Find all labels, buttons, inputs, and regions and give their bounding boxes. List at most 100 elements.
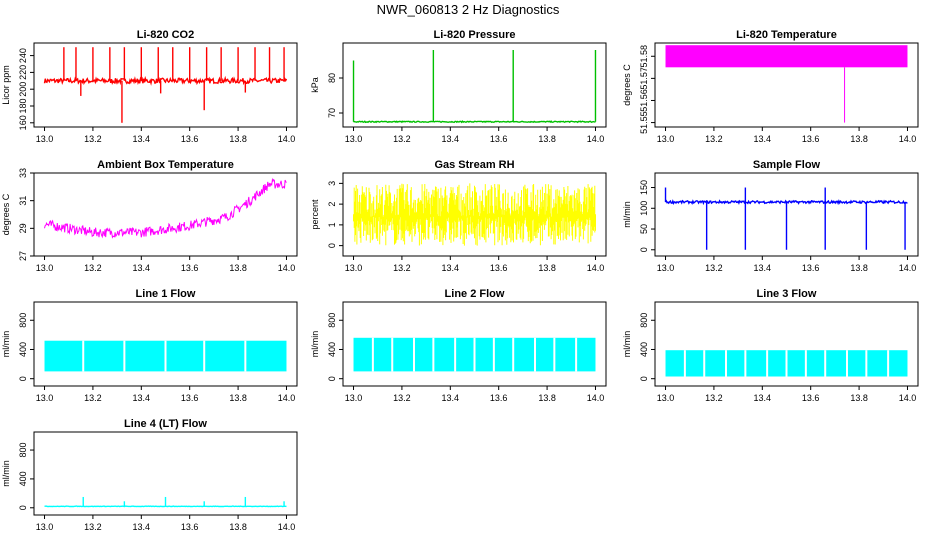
x-tick-label: 13.8 xyxy=(229,134,247,144)
x-tick-label: 13.2 xyxy=(705,263,723,273)
x-tick-label: 14.0 xyxy=(587,263,605,273)
panel-title: Line 3 Flow xyxy=(757,288,817,300)
panel-title: Line 4 (LT) Flow xyxy=(124,418,207,430)
baseline-trace xyxy=(43,75,288,86)
y-tick-label: 51.56 xyxy=(639,89,649,112)
y-tick-label: 150 xyxy=(639,180,649,195)
panel-title: Li-820 CO2 xyxy=(137,29,194,41)
panels: Li-820 CO2 Licor ppm 13.0 13.2 13.4 13.6 13.8 1… xyxy=(1,29,919,532)
y-tick-label: 400 xyxy=(18,471,28,486)
x-tick-label: 14.0 xyxy=(899,134,917,144)
panel-sample_flow: Sample Flow ml/min 13.0 13.2 13.4 13.6 13.8 14.… xyxy=(622,159,919,273)
plot-frame xyxy=(342,172,607,257)
x-tick-label: 13.4 xyxy=(754,393,772,403)
y-tick-label: 800 xyxy=(639,313,649,328)
x-tick-label: 13.6 xyxy=(802,134,820,144)
x-tick-label: 13.2 xyxy=(393,393,411,403)
panel-licor_temp: Li-820 Temperature degrees C 13.0 13.2 13.4 1… xyxy=(622,29,919,144)
y-tick-label: 2 xyxy=(327,202,337,207)
y-tick-label: 0 xyxy=(639,247,649,252)
figure-title: NWR_060813 2 Hz Diagnostics xyxy=(377,2,560,17)
y-tick-label: 0 xyxy=(327,376,337,381)
plot-frame xyxy=(342,42,607,128)
y-tick-label: 100 xyxy=(639,201,649,216)
x-tick-label: 13.6 xyxy=(490,393,508,403)
panel-line4: Line 4 (LT) Flow ml/min 13.0 13.2 13.4 13.6 13… xyxy=(1,418,298,532)
x-tick-label: 13.8 xyxy=(538,263,556,273)
panel-line1: Line 1 Flow ml/min 13.0 13.2 13.4 13.6 13.8 14.… xyxy=(1,288,298,403)
x-tick-label: 13.6 xyxy=(181,522,199,532)
x-tick-label: 14.0 xyxy=(278,522,296,532)
y-axis-label: ml/min xyxy=(1,460,11,487)
x-tick-label: 13.6 xyxy=(181,263,199,273)
series-sample_flow xyxy=(664,187,908,250)
panel-title: Ambient Box Temperature xyxy=(97,159,234,171)
panel-title: Li-820 Temperature xyxy=(736,29,837,41)
x-tick-label: 14.0 xyxy=(587,393,605,403)
plot-frame xyxy=(654,301,919,387)
panel-title: Li-820 Pressure xyxy=(434,29,516,41)
x-tick-label: 13.4 xyxy=(754,263,772,273)
panel-title: Sample Flow xyxy=(753,159,821,171)
y-axis-label: ml/min xyxy=(1,331,11,358)
series-rh xyxy=(353,183,596,246)
x-tick-label: 14.0 xyxy=(899,393,917,403)
temperature-trace xyxy=(44,177,287,239)
y-axis-label: degrees C xyxy=(1,193,11,235)
y-tick-label: 800 xyxy=(18,443,28,458)
panel-title: Line 1 Flow xyxy=(136,288,196,300)
x-tick-label: 13.0 xyxy=(657,263,675,273)
y-axis-label: ml/min xyxy=(622,201,632,228)
y-tick-label: 800 xyxy=(327,313,337,328)
y-tick-label: 240 xyxy=(18,48,28,63)
y-tick-label: 220 xyxy=(18,65,28,80)
y-axis-label: ml/min xyxy=(310,331,320,358)
plot-frame xyxy=(33,431,298,516)
x-tick-label: 13.4 xyxy=(442,263,460,273)
y-tick-label: 800 xyxy=(18,313,28,328)
x-tick-label: 13.0 xyxy=(36,134,54,144)
x-tick-label: 13.4 xyxy=(133,522,151,532)
y-tick-label: 70 xyxy=(327,108,337,118)
y-tick-label: 51.58 xyxy=(639,45,649,68)
y-tick-label: 80 xyxy=(327,73,337,83)
baseline-trace xyxy=(353,120,596,124)
x-tick-label: 13.0 xyxy=(36,522,54,532)
series-co2 xyxy=(43,47,288,123)
y-tick-label: 51.55 xyxy=(639,111,649,134)
temperature-band xyxy=(665,45,908,68)
x-tick-label: 13.6 xyxy=(490,263,508,273)
x-tick-label: 13.4 xyxy=(133,134,151,144)
y-tick-label: 0 xyxy=(18,376,28,381)
x-tick-label: 13.2 xyxy=(84,393,102,403)
x-tick-label: 13.6 xyxy=(181,393,199,403)
y-tick-label: 0 xyxy=(327,243,337,248)
x-tick-label: 13.6 xyxy=(181,134,199,144)
plot-frame xyxy=(654,172,919,257)
panel-title: Gas Stream RH xyxy=(434,159,514,171)
y-axis-label: Licor ppm xyxy=(1,65,11,105)
y-tick-label: 400 xyxy=(327,342,337,357)
x-tick-label: 13.0 xyxy=(657,134,675,144)
y-axis-label: kPa xyxy=(310,77,320,93)
panel-ambient: Ambient Box Temperature degrees C 13.0 13.2… xyxy=(1,159,298,273)
panel-pressure: Li-820 Pressure kPa 13.0 13.2 13.4 13.6 13.8 14… xyxy=(310,29,607,144)
y-tick-label: 3 xyxy=(327,181,337,186)
x-tick-label: 13.2 xyxy=(84,263,102,273)
y-tick-label: 0 xyxy=(639,376,649,381)
x-tick-label: 13.6 xyxy=(802,393,820,403)
x-tick-label: 13.0 xyxy=(36,393,54,403)
x-tick-label: 13.0 xyxy=(345,393,363,403)
rh-trace xyxy=(353,183,596,246)
y-tick-label: 400 xyxy=(639,342,649,357)
y-tick-label: 27 xyxy=(18,251,28,261)
y-tick-label: 29 xyxy=(18,223,28,233)
x-tick-label: 13.4 xyxy=(442,393,460,403)
panel-line3: Line 3 Flow ml/min 13.0 13.2 13.4 13.6 13.8 14.… xyxy=(622,288,919,403)
panel-co2: Li-820 CO2 Licor ppm 13.0 13.2 13.4 13.6 13.8 1… xyxy=(1,29,298,144)
series-line2 xyxy=(353,337,596,372)
series-line4 xyxy=(44,496,287,508)
y-tick-label: 200 xyxy=(18,82,28,97)
x-tick-label: 13.8 xyxy=(850,393,868,403)
